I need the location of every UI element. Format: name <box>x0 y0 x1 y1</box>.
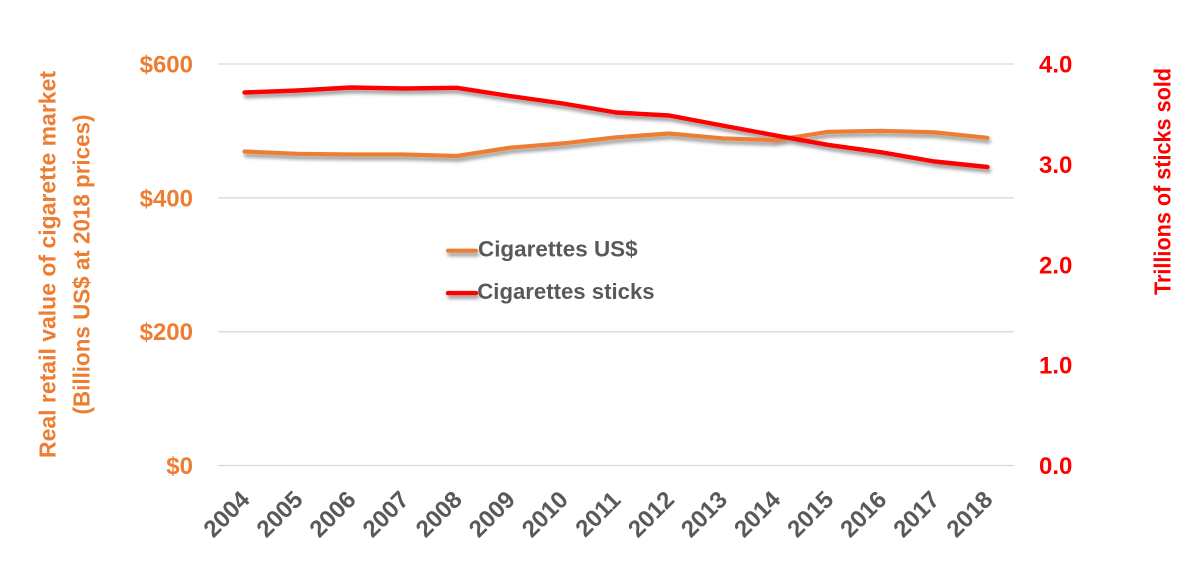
svg-text:(Billions US$ at 2018 prices): (Billions US$ at 2018 prices) <box>69 115 95 415</box>
svg-text:2016: 2016 <box>835 486 892 543</box>
svg-text:1.0: 1.0 <box>1039 353 1072 380</box>
svg-text:2012: 2012 <box>623 486 680 543</box>
svg-text:2014: 2014 <box>729 486 786 543</box>
svg-text:$200: $200 <box>140 319 193 346</box>
svg-text:2005: 2005 <box>252 486 309 543</box>
svg-text:2004: 2004 <box>198 486 255 543</box>
svg-text:2015: 2015 <box>782 486 839 543</box>
svg-text:$0: $0 <box>166 453 193 480</box>
svg-text:Cigarettes sticks: Cigarettes sticks <box>477 279 654 304</box>
svg-text:2006: 2006 <box>305 486 362 543</box>
svg-text:2008: 2008 <box>411 486 468 543</box>
svg-text:2018: 2018 <box>941 486 998 543</box>
svg-text:2009: 2009 <box>464 486 521 543</box>
svg-text:2.0: 2.0 <box>1039 252 1072 279</box>
svg-text:4.0: 4.0 <box>1039 52 1072 79</box>
svg-text:Trillions of sticks sold: Trillions of sticks sold <box>1150 68 1176 295</box>
svg-text:2011: 2011 <box>570 487 626 543</box>
svg-text:0.0: 0.0 <box>1039 453 1072 480</box>
svg-text:2017: 2017 <box>888 486 945 543</box>
svg-text:2013: 2013 <box>676 486 733 543</box>
svg-text:$600: $600 <box>140 52 193 79</box>
svg-text:3.0: 3.0 <box>1039 152 1072 179</box>
svg-text:Cigarettes US$: Cigarettes US$ <box>478 236 638 261</box>
svg-text:$400: $400 <box>140 185 193 212</box>
svg-text:Real retail value of cigarette: Real retail value of cigarette market <box>35 71 61 458</box>
svg-text:2007: 2007 <box>358 486 415 543</box>
svg-text:2010: 2010 <box>517 486 574 543</box>
